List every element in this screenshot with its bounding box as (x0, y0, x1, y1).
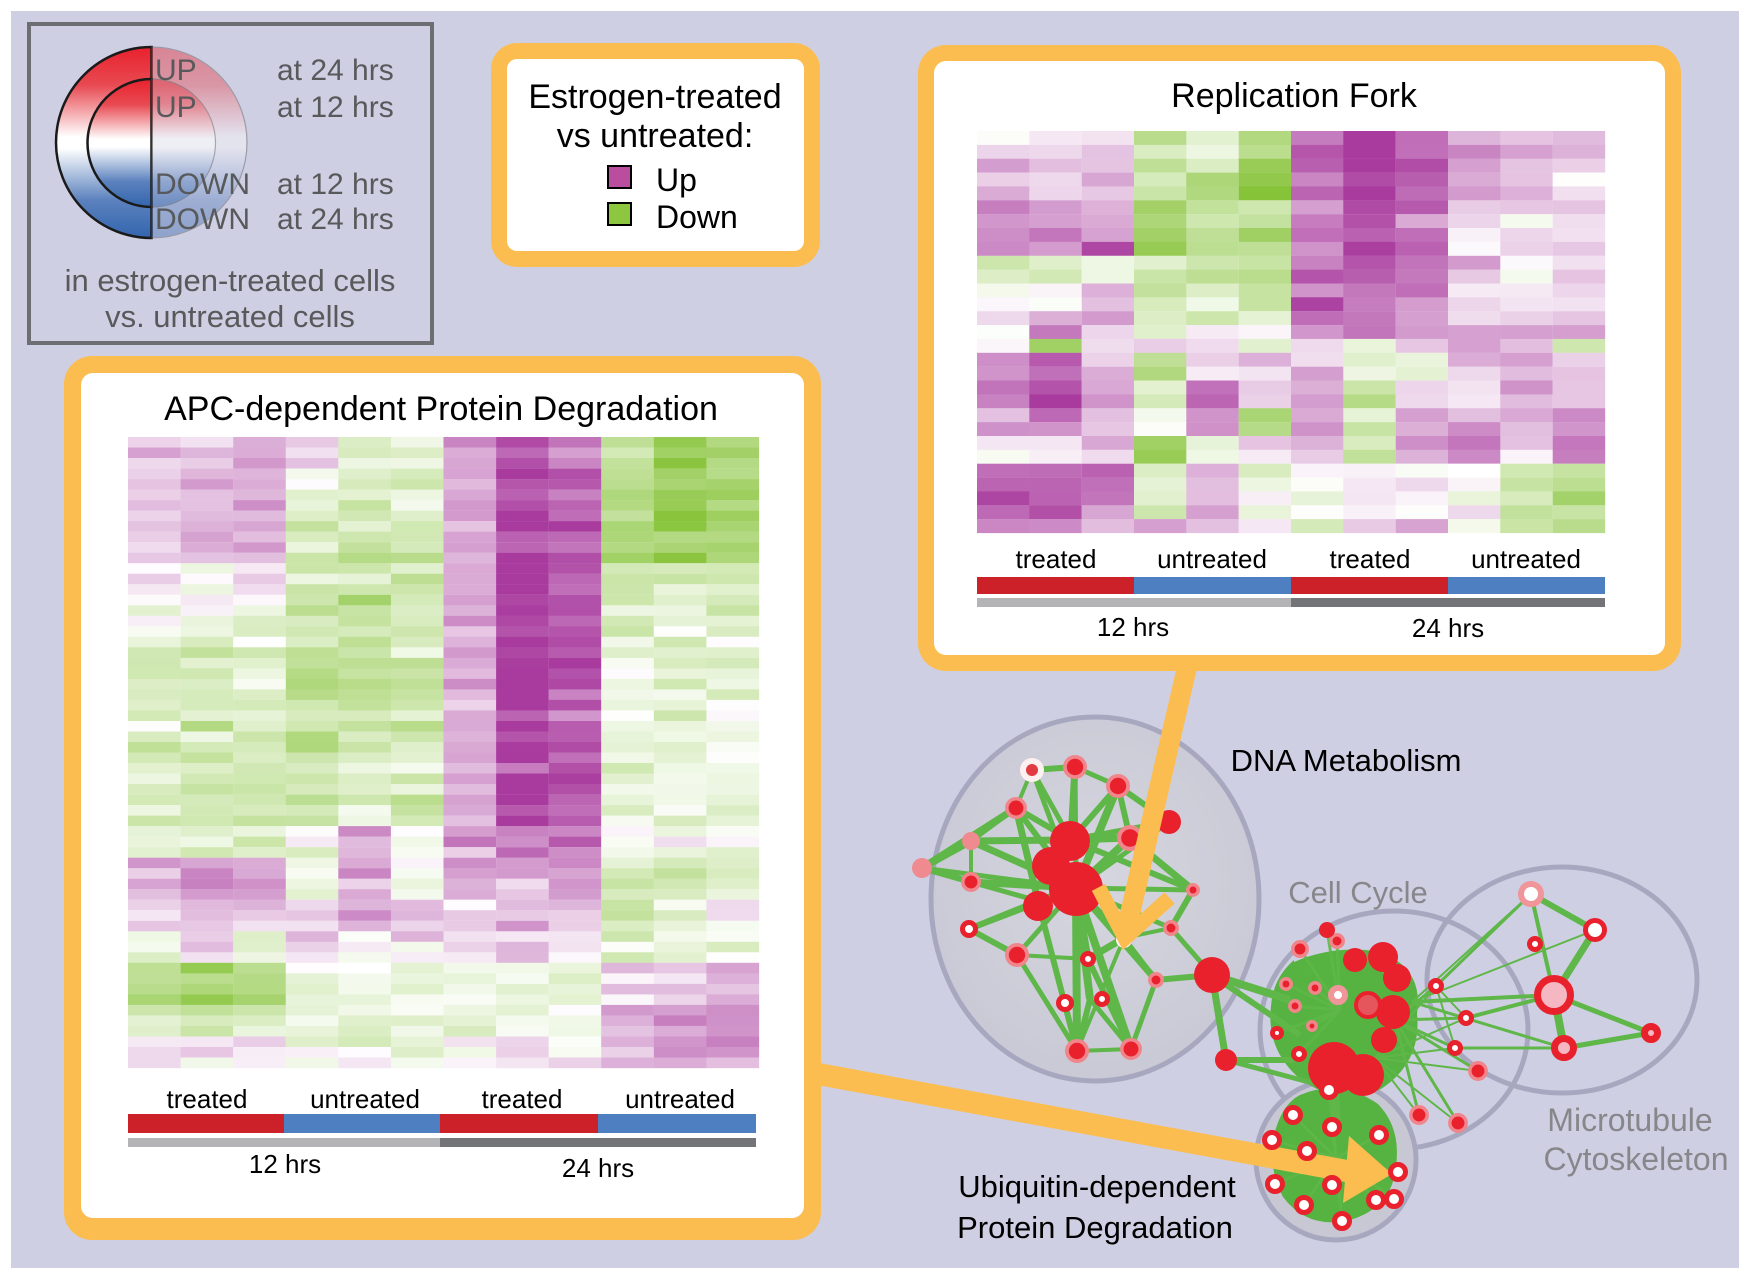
svg-text:at 24 hrs: at 24 hrs (277, 203, 394, 236)
svg-text:Estrogen-treated: Estrogen-treated (528, 78, 781, 116)
svg-text:Ubiquitin-dependent: Ubiquitin-dependent (958, 1169, 1236, 1204)
svg-text:Down: Down (656, 199, 738, 235)
svg-text:24 hrs: 24 hrs (1412, 613, 1484, 643)
svg-text:treated: treated (167, 1084, 248, 1114)
svg-text:APC-dependent Protein Degradat: APC-dependent Protein Degradation (164, 390, 718, 428)
svg-text:at 12 hrs: at 12 hrs (277, 91, 394, 124)
svg-text:Replication Fork: Replication Fork (1171, 77, 1418, 115)
svg-text:Microtubule: Microtubule (1547, 1102, 1712, 1138)
svg-text:untreated: untreated (625, 1084, 735, 1114)
svg-text:in estrogen-treated cells: in estrogen-treated cells (65, 263, 396, 298)
svg-text:UP: UP (155, 54, 197, 87)
svg-text:untreated: untreated (310, 1084, 420, 1114)
svg-text:12 hrs: 12 hrs (249, 1149, 321, 1179)
svg-text:untreated: untreated (1157, 544, 1267, 574)
svg-text:vs untreated:: vs untreated: (557, 117, 754, 155)
svg-text:Protein Degradation: Protein Degradation (957, 1210, 1233, 1245)
svg-text:12 hrs: 12 hrs (1097, 612, 1169, 642)
svg-text:DOWN: DOWN (155, 168, 250, 201)
svg-text:at 12 hrs: at 12 hrs (277, 168, 394, 201)
svg-text:DNA Metabolism: DNA Metabolism (1231, 743, 1462, 778)
svg-text:UP: UP (155, 91, 197, 124)
svg-text:Cell Cycle: Cell Cycle (1288, 875, 1428, 910)
svg-text:Cytoskeleton: Cytoskeleton (1544, 1141, 1729, 1177)
svg-text:treated: treated (1016, 544, 1097, 574)
svg-text:at 24 hrs: at 24 hrs (277, 54, 394, 87)
svg-text:untreated: untreated (1471, 544, 1581, 574)
svg-text:vs. untreated cells: vs. untreated cells (105, 299, 355, 334)
svg-text:24 hrs: 24 hrs (562, 1153, 634, 1183)
svg-text:treated: treated (482, 1084, 563, 1114)
svg-text:Up: Up (656, 162, 697, 198)
svg-text:DOWN: DOWN (155, 203, 250, 236)
svg-text:treated: treated (1330, 544, 1411, 574)
